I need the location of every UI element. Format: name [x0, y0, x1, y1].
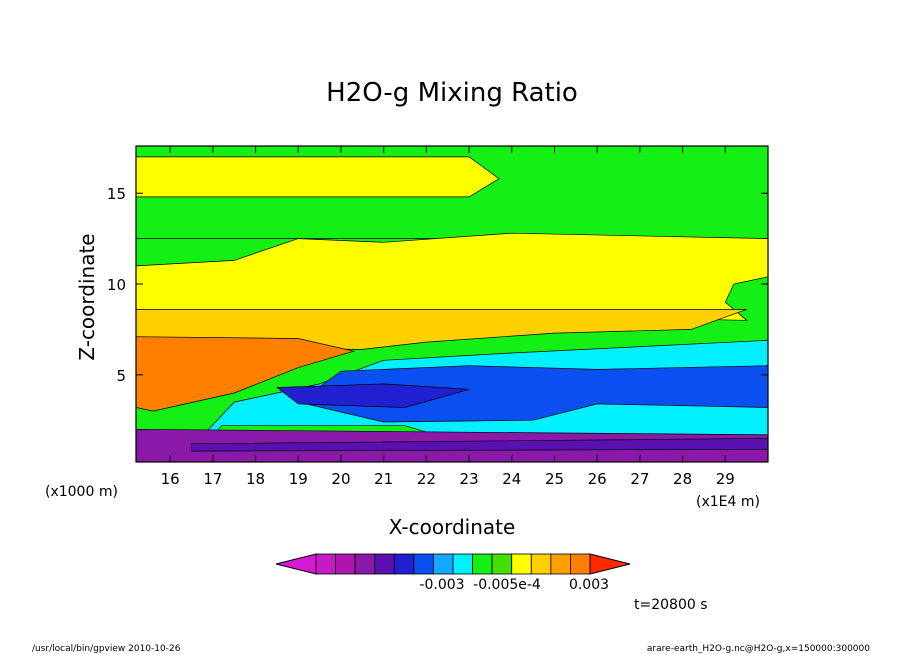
x-tick-label: 29	[716, 470, 735, 488]
x-tick-label: 28	[673, 470, 692, 488]
contour-band-4	[135, 336, 356, 412]
colorbar-label-mid: -0.005e-4	[473, 577, 541, 593]
colorbar-swatch	[413, 553, 434, 575]
x-tick-label: 16	[161, 470, 180, 488]
colorbar-swatch	[570, 553, 591, 575]
colorbar-swatch	[530, 553, 552, 575]
colorbar-swatch	[452, 553, 473, 575]
x-tick-label: 25	[545, 470, 564, 488]
footer-left: /usr/local/bin/gpview 2010-10-26	[32, 644, 181, 654]
colorbar-swatch	[315, 553, 336, 575]
contour-band-7	[275, 383, 470, 408]
x-tick-label: 18	[246, 470, 265, 488]
x-tick-label: 19	[289, 470, 308, 488]
chart-title: H2O-g Mixing Ratio	[326, 78, 578, 108]
x-tick-label: 24	[502, 470, 521, 488]
colorbar-swatch	[374, 553, 395, 575]
y-tick-label: 15	[107, 185, 126, 203]
contour-band-6	[297, 365, 769, 423]
colorbar-swatch	[511, 553, 532, 575]
x-tick-label: 26	[588, 470, 607, 488]
y-tick-label: 10	[107, 276, 126, 294]
x-axis-label: X-coordinate	[389, 515, 516, 539]
x-tick-label: 22	[417, 470, 436, 488]
footer-right: arare-earth_H2O-g.nc@H2O-g,x=150000:3000…	[647, 644, 870, 654]
y-unit-label: (x1000 m)	[45, 484, 118, 500]
x-tick-label: 27	[630, 470, 649, 488]
time-label: t=20800 s	[634, 597, 708, 613]
colorbar-swatch	[472, 553, 493, 575]
colorbar-swatch	[433, 553, 454, 575]
colorbar-min-arrow	[275, 553, 317, 575]
x-tick-label: 17	[203, 470, 222, 488]
colorbar-swatch	[335, 553, 356, 575]
colorbar-label-low: -0.003	[419, 577, 464, 593]
colorbar-label-high: 0.003	[569, 577, 609, 593]
colorbar-max-arrow	[589, 553, 631, 575]
colorbar-swatch	[550, 553, 571, 575]
colorbar-swatch	[393, 553, 415, 575]
x-tick-label: 20	[331, 470, 350, 488]
colorbar-swatch	[491, 553, 513, 575]
x-tick-label: 23	[460, 470, 479, 488]
contour-band-1	[135, 156, 500, 198]
colorbar	[275, 553, 631, 575]
plot-area: 16 17 18 19 20 21 22 23 24 25 26 27 28 29 5 10 15	[107, 145, 769, 488]
colorbar-swatch	[354, 553, 376, 575]
plot-frame	[135, 145, 769, 463]
y-tick-label: 5	[116, 367, 126, 385]
y-axis-label: Z-coordinate	[75, 233, 99, 360]
x-unit-label: (x1E4 m)	[696, 494, 760, 510]
x-tick-label: 21	[374, 470, 393, 488]
